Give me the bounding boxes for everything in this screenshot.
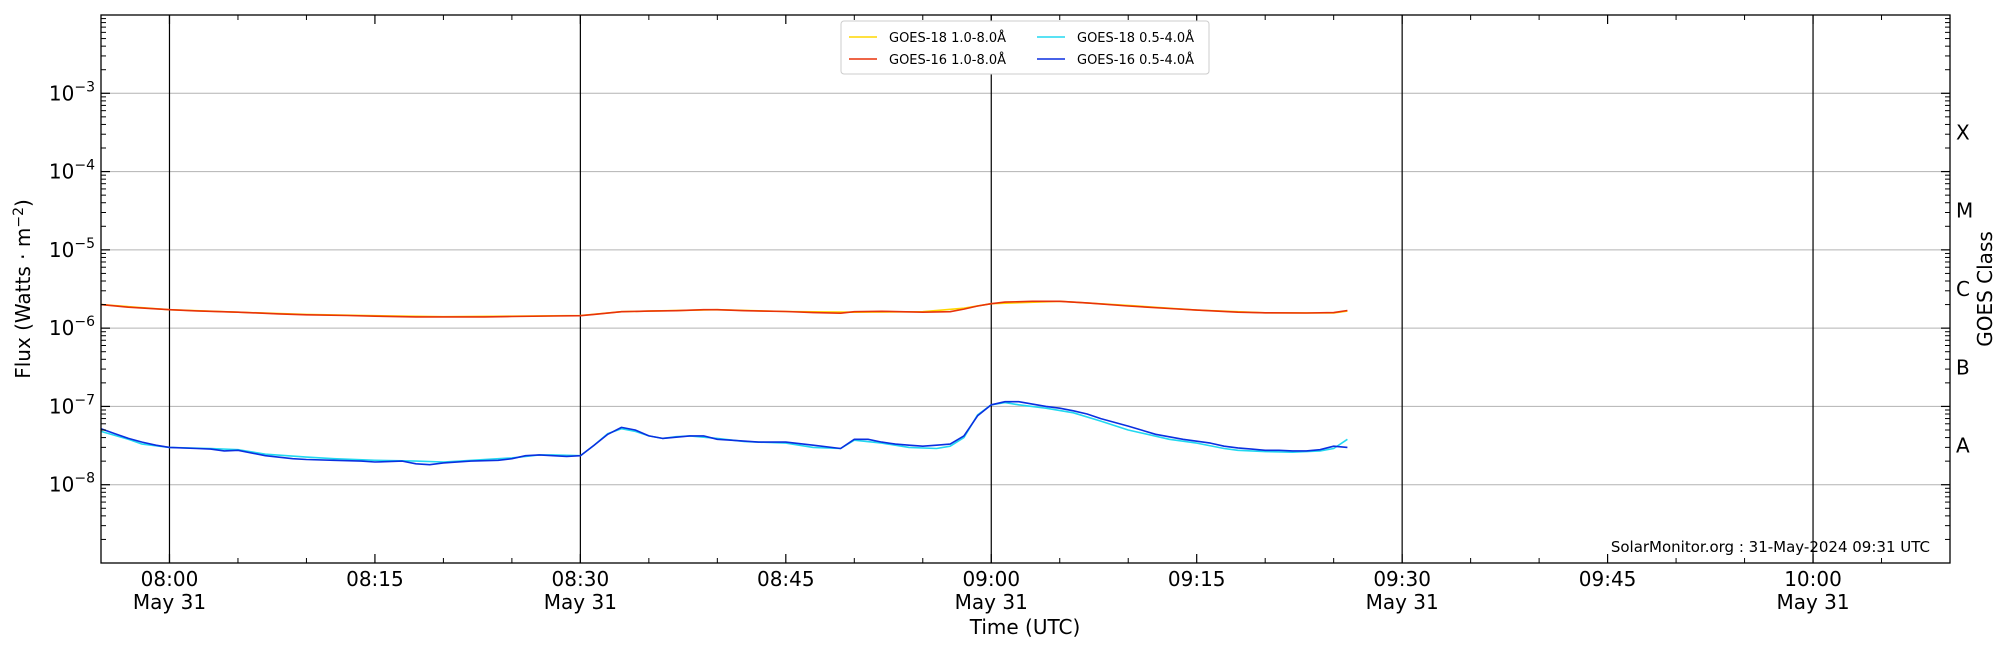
y-tick-label: 10−3	[49, 79, 95, 105]
y-tick-label: 10−4	[49, 158, 95, 184]
series-line-2	[100, 300, 1348, 318]
goes-class-label: A	[1956, 434, 1970, 458]
plot-background	[101, 15, 1950, 563]
right-axis-title: GOES Class	[1973, 231, 1997, 347]
x-tick-label: 08:15	[346, 567, 404, 591]
x-tick-label: 08:00	[141, 567, 199, 591]
series-lines	[100, 300, 1348, 466]
goes-class-label: M	[1956, 199, 1973, 223]
x-tick-label: 09:30	[1373, 567, 1431, 591]
vertical-reference-lines	[168, 15, 1814, 563]
credit-annotation: SolarMonitor.org : 31-May-2024 09:31 UTC	[1611, 538, 1930, 556]
goes-class-label: X	[1956, 120, 1970, 144]
y-tick-label: 10−7	[49, 392, 95, 418]
y-tick-label: 10−6	[49, 314, 95, 340]
x-tick-date-label: May 31	[1776, 590, 1849, 614]
x-tick-label: 10:00	[1784, 567, 1842, 591]
x-tick-label: 09:15	[1168, 567, 1226, 591]
grid-lines	[101, 92, 1950, 486]
goes-class-label: B	[1956, 355, 1970, 379]
x-tick-label: 09:45	[1579, 567, 1637, 591]
y-tick-label: 10−8	[49, 471, 95, 497]
legend: GOES-18 1.0-8.0Å GOES-16 1.0-8.0Å GOES-18 …	[840, 20, 1210, 75]
legend-label: GOES-18 1.0-8.0Å	[889, 30, 1006, 46]
x-tick-label: 08:30	[552, 567, 610, 591]
goes-class-label: C	[1956, 277, 1970, 301]
legend-label: GOES-16 0.5-4.0Å	[1077, 52, 1194, 68]
y-axis-title: Flux (Watts · m−2)	[11, 199, 35, 379]
y-tick-label: 10−5	[49, 236, 95, 262]
plot-frame	[100, 14, 1951, 564]
x-tick-date-label: May 31	[544, 590, 617, 614]
x-tick-date-label: May 31	[955, 590, 1028, 614]
x-tick-date-label: May 31	[1366, 590, 1439, 614]
x-tick-label: 08:45	[757, 567, 815, 591]
x-tick-date-label: May 31	[133, 590, 206, 614]
x-axis-title: Time (UTC)	[969, 615, 1081, 639]
legend-box	[840, 20, 1210, 75]
series-line-4	[100, 400, 1348, 466]
legend-label: GOES-18 0.5-4.0Å	[1077, 30, 1194, 46]
legend-label: GOES-16 1.0-8.0Å	[889, 52, 1006, 68]
x-tick-label: 09:00	[962, 567, 1020, 591]
